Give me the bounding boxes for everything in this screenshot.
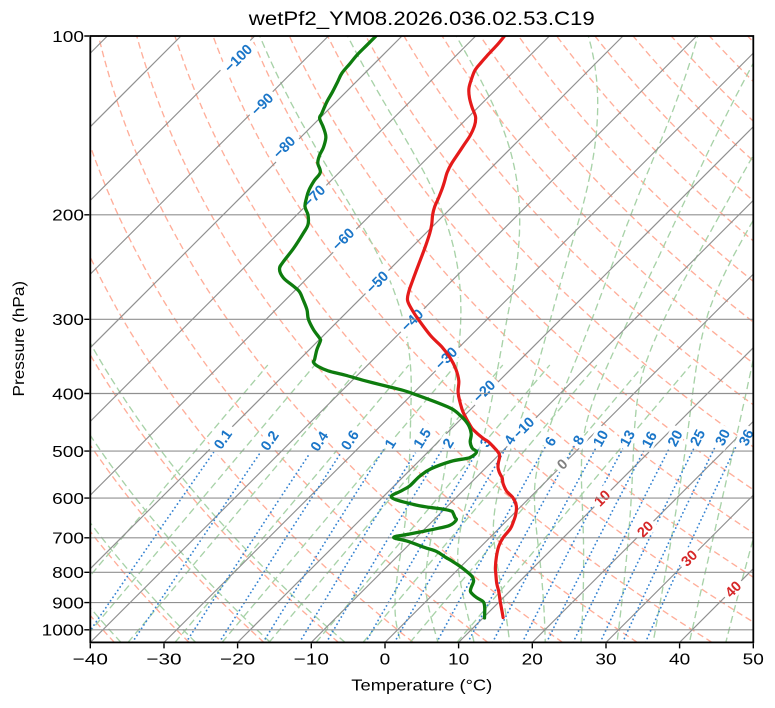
svg-text:−10: −10 — [294, 652, 329, 669]
svg-text:400: 400 — [52, 386, 84, 403]
svg-text:200: 200 — [52, 208, 84, 225]
svg-text:10: 10 — [448, 652, 469, 669]
svg-text:−20: −20 — [220, 652, 255, 669]
svg-text:wetPf2_YM08.2026.036.02.53.C19: wetPf2_YM08.2026.036.02.53.C19 — [248, 9, 595, 30]
svg-text:16: 16 — [639, 429, 661, 451]
svg-text:30: 30 — [595, 652, 616, 669]
svg-text:25: 25 — [688, 427, 710, 449]
svg-text:Pressure (hPa): Pressure (hPa) — [11, 281, 28, 397]
svg-text:700: 700 — [52, 531, 84, 548]
svg-text:13: 13 — [617, 428, 639, 450]
svg-text:500: 500 — [52, 444, 84, 461]
svg-text:50: 50 — [743, 652, 764, 669]
svg-text:800: 800 — [52, 565, 84, 582]
svg-text:600: 600 — [52, 491, 84, 508]
svg-text:20: 20 — [665, 428, 687, 450]
svg-text:−30: −30 — [146, 652, 181, 669]
svg-text:1000: 1000 — [42, 623, 85, 640]
svg-text:300: 300 — [52, 312, 84, 329]
svg-text:40: 40 — [669, 652, 690, 669]
svg-text:30: 30 — [713, 427, 735, 449]
svg-text:900: 900 — [52, 595, 84, 612]
svg-text:0: 0 — [380, 652, 391, 669]
svg-text:100: 100 — [52, 29, 84, 46]
svg-text:−40: −40 — [73, 652, 108, 669]
svg-text:10: 10 — [590, 428, 612, 450]
svg-text:20: 20 — [522, 652, 543, 669]
svg-text:36: 36 — [736, 427, 757, 449]
svg-text:Temperature (°C): Temperature (°C) — [351, 678, 492, 695]
